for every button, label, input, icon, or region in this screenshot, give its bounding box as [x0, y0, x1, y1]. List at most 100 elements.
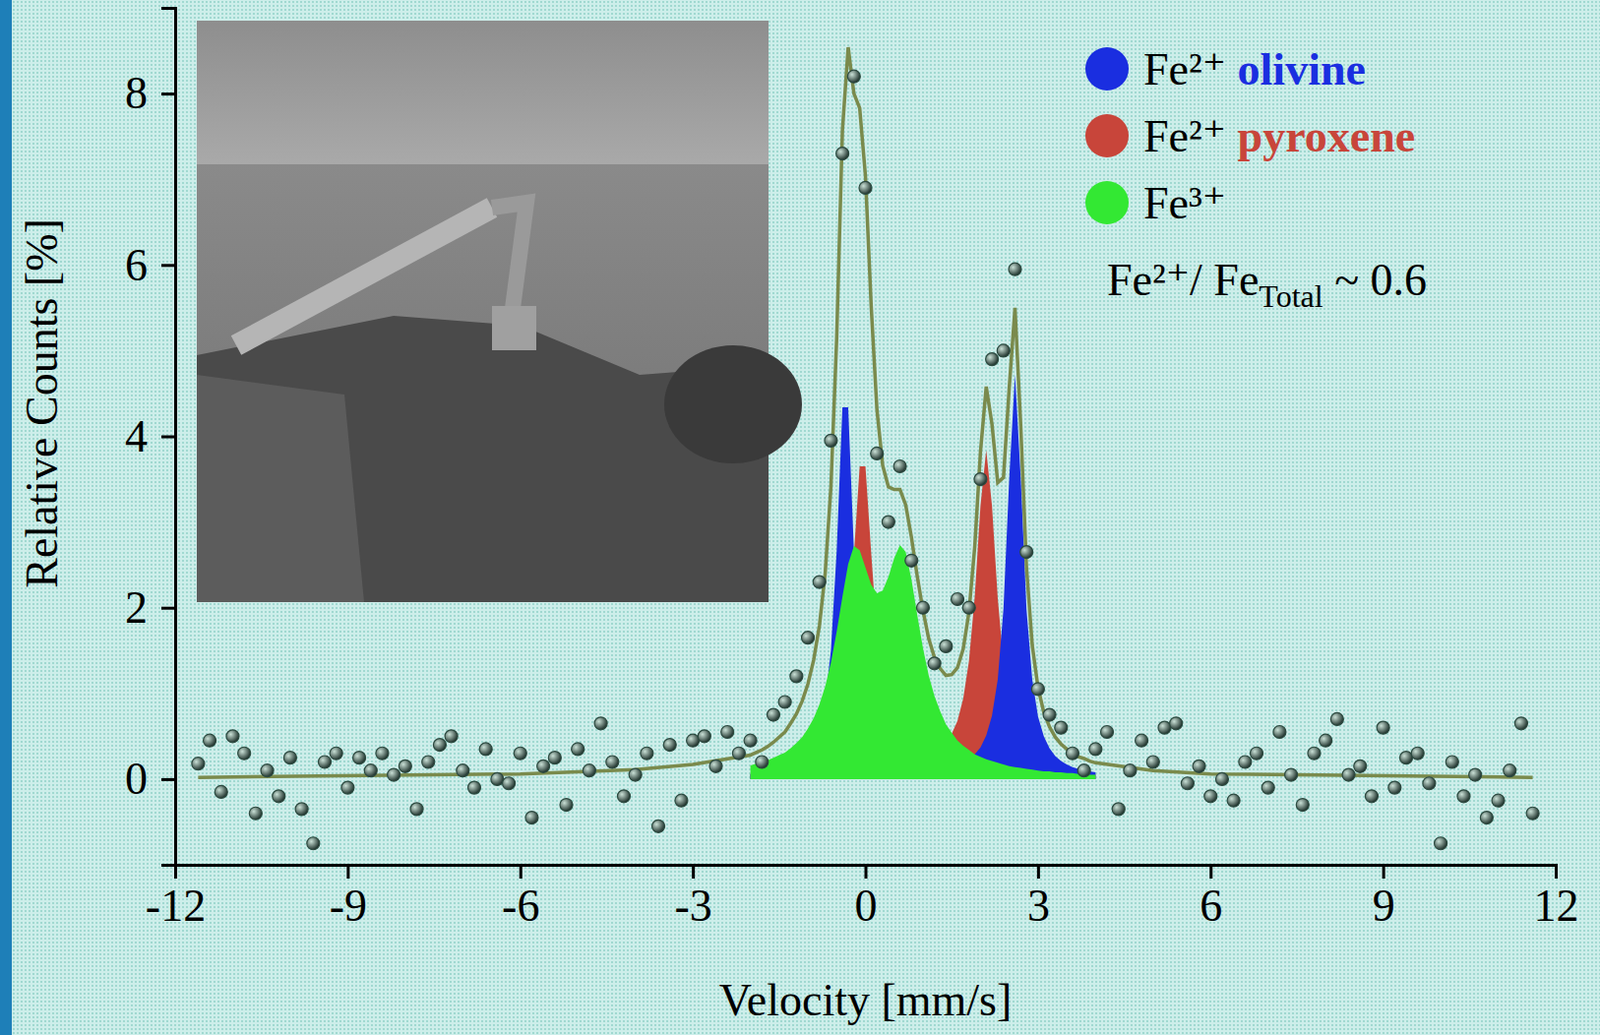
component-area: [750, 374, 1097, 780]
data-point: [513, 746, 527, 760]
plot-area: [191, 47, 1539, 851]
tick: -3: [674, 864, 712, 931]
legend-label: Fe²⁺ olivine: [1143, 44, 1366, 95]
fit-line: [197, 47, 1533, 778]
data-point: [996, 344, 1010, 358]
data-point: [1285, 768, 1298, 782]
data-point: [1353, 759, 1367, 773]
tick: 12: [1534, 864, 1580, 931]
data-point: [1364, 790, 1378, 803]
data-point: [881, 515, 895, 529]
data-point: [1008, 262, 1022, 276]
data-point: [1204, 790, 1218, 803]
data-point: [1388, 781, 1402, 795]
legend: Fe²⁺ olivine Fe²⁺ pyroxene Fe³⁺: [1085, 44, 1416, 229]
tick-label: 12: [1534, 880, 1580, 931]
data-point: [1158, 721, 1171, 735]
tick-label: -12: [145, 880, 206, 931]
legend-swatch: [1085, 181, 1129, 225]
data-point: [571, 742, 585, 756]
data-point: [1307, 746, 1321, 760]
data-point: [686, 734, 700, 747]
tick-label: 9: [1372, 880, 1396, 931]
data-point: [766, 708, 780, 722]
data-point: [893, 459, 907, 473]
data-point: [1123, 764, 1137, 778]
data-point: [248, 806, 262, 820]
axis-line: [161, 8, 177, 866]
data-point: [1330, 712, 1344, 726]
data-point: [697, 730, 711, 743]
data-point: [1111, 802, 1125, 816]
legend-label: Fe³⁺: [1143, 178, 1227, 229]
data-point: [1065, 746, 1079, 760]
tick-label: 0: [855, 880, 878, 931]
data-point: [398, 759, 412, 773]
legend-label: Fe²⁺ pyroxene: [1143, 111, 1416, 162]
data-point: [307, 837, 320, 851]
data-point: [801, 631, 815, 645]
data-point: [1514, 717, 1528, 731]
data-point: [444, 730, 458, 743]
data-point: [640, 746, 654, 760]
data-point: [616, 790, 630, 803]
tick: 4: [124, 411, 176, 462]
data-point: [1376, 721, 1390, 735]
data-point: [1227, 794, 1240, 807]
legend-swatch: [1085, 114, 1129, 158]
annotation-part: ~ 0.6: [1323, 254, 1427, 306]
data-point: [432, 738, 446, 752]
data-point: [1295, 799, 1309, 812]
data-point: [283, 751, 297, 765]
tick-label: 8: [124, 67, 148, 119]
data-point: [859, 181, 872, 194]
x-axis-title: Velocity [mm/s]: [719, 975, 1013, 1026]
background: [0, 0, 1600, 1035]
tick-label: 0: [124, 753, 148, 804]
data-point: [824, 433, 838, 447]
tick-mark: [691, 864, 695, 879]
tick-label: 2: [124, 582, 148, 633]
data-point: [1445, 755, 1459, 769]
data-point: [732, 746, 745, 760]
side-strip: [0, 0, 12, 1035]
data-point: [1250, 746, 1264, 760]
data-point: [663, 738, 677, 752]
data-point: [375, 746, 389, 760]
x-axis: -12-9-6-3036912: [145, 864, 1580, 931]
data-point: [525, 811, 539, 825]
tick-mark: [1382, 864, 1386, 879]
tick: -6: [501, 864, 540, 931]
photo-arm: [236, 207, 493, 346]
data-point: [1020, 546, 1034, 559]
data-point: [502, 777, 516, 791]
tick-label: 6: [124, 240, 148, 291]
component-area: [750, 449, 1097, 779]
data-point: [628, 768, 642, 782]
tick: 6: [124, 240, 176, 291]
data-point: [962, 601, 976, 615]
data-point: [1342, 768, 1355, 782]
data-point: [1422, 777, 1436, 791]
data-point: [479, 742, 493, 756]
data-point: [1526, 806, 1539, 820]
data-point: [1411, 746, 1424, 760]
data-point: [467, 781, 481, 795]
data-point: [214, 785, 228, 799]
data-point: [1169, 717, 1183, 731]
photo-sky: [196, 20, 769, 165]
annotation: Fe²⁺/ FeTotal ~ 0.6: [1107, 254, 1427, 314]
data-point: [916, 601, 929, 615]
component-area: [750, 545, 1097, 780]
data-point: [1479, 811, 1493, 825]
data-point: [1491, 794, 1505, 807]
data-point: [790, 670, 803, 683]
data-point: [1215, 772, 1229, 786]
tick-mark: [1554, 864, 1558, 879]
data-point: [847, 69, 861, 83]
tick: 2: [124, 582, 176, 633]
data-point: [1089, 742, 1103, 756]
data-point: [238, 746, 251, 760]
data-point: [537, 759, 551, 773]
tick-label: 6: [1199, 880, 1223, 931]
